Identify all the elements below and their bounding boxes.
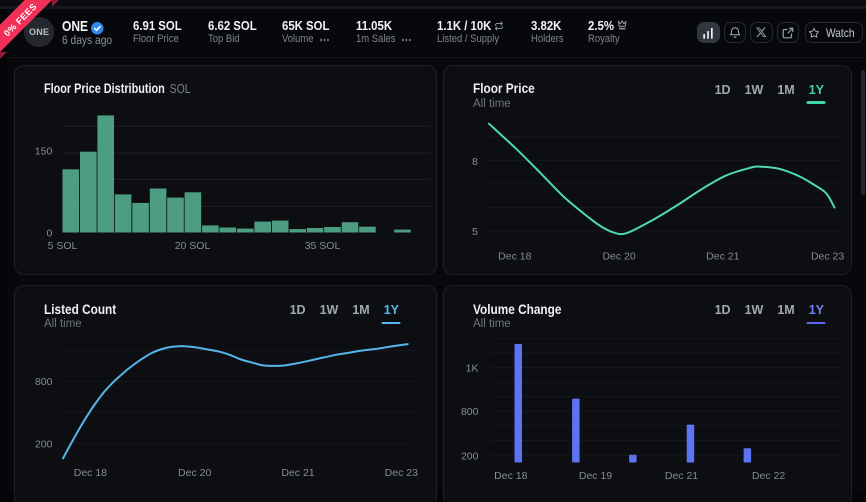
svg-text:0: 0: [46, 227, 52, 239]
svg-text:20 SOL: 20 SOL: [175, 240, 211, 252]
svg-text:Dec 21: Dec 21: [281, 467, 314, 479]
svg-text:35 SOL: 35 SOL: [305, 240, 341, 252]
svg-text:Dec 21: Dec 21: [665, 470, 698, 482]
svg-text:Dec 20: Dec 20: [178, 467, 211, 479]
svg-text:Dec 20: Dec 20: [602, 250, 635, 262]
svg-text:Dec 22: Dec 22: [752, 470, 785, 482]
svg-text:200: 200: [35, 438, 53, 450]
svg-text:5: 5: [472, 226, 478, 238]
svg-text:8: 8: [472, 155, 478, 167]
svg-text:5 SOL: 5 SOL: [48, 240, 78, 252]
svg-text:Dec 21: Dec 21: [706, 250, 739, 262]
svg-text:150: 150: [35, 145, 53, 157]
svg-text:1K: 1K: [466, 362, 479, 374]
svg-text:Dec 19: Dec 19: [579, 470, 612, 482]
svg-text:Dec 18: Dec 18: [494, 470, 527, 482]
svg-text:800: 800: [35, 376, 53, 388]
svg-text:Dec 23: Dec 23: [385, 467, 418, 479]
svg-text:Dec 18: Dec 18: [498, 250, 531, 262]
svg-text:800: 800: [461, 406, 479, 418]
svg-text:Dec 23: Dec 23: [811, 250, 844, 262]
svg-text:200: 200: [461, 450, 479, 462]
svg-text:Dec 18: Dec 18: [74, 467, 107, 479]
